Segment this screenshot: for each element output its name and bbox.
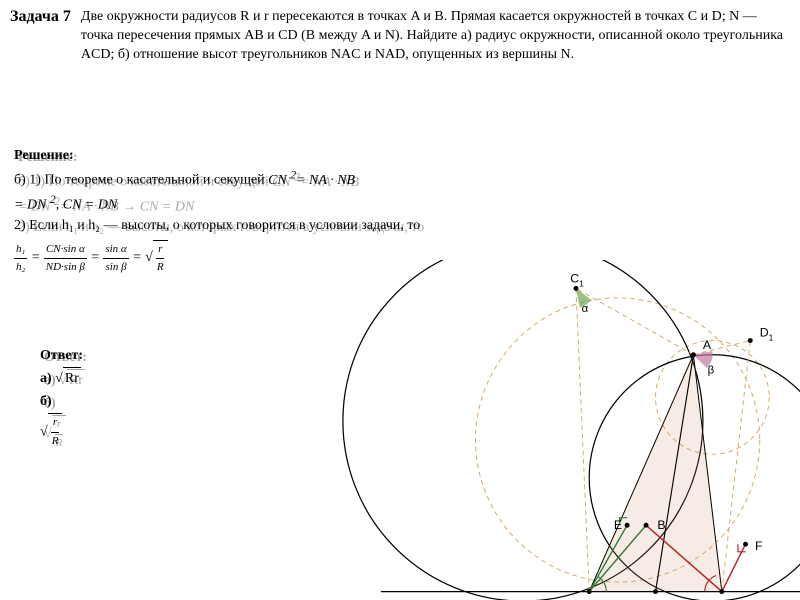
svg-text:B: B <box>657 518 665 532</box>
solution-block: Решение: б) 1) По теореме о касательной … <box>14 145 420 275</box>
solution-line-3: 2) Если h₁ и h₂ — высоты, о которых гово… <box>14 215 420 236</box>
svg-text:C1: C1 <box>570 272 584 289</box>
task-label: Задача 7 <box>10 8 71 65</box>
geometry-figure: αβABCDNEFC1D1 <box>300 260 800 600</box>
solution-heading: Решение: <box>14 148 74 163</box>
svg-text:A: A <box>703 338 712 352</box>
svg-text:D1: D1 <box>760 326 774 343</box>
answer-heading: Ответ: <box>40 345 83 367</box>
problem-statement: Две окружности радиусов R и r пересекают… <box>81 8 790 65</box>
solution-line-1: б) 1) По теореме о касательной и секущей… <box>14 166 420 191</box>
svg-text:α: α <box>582 303 589 315</box>
solution-line-2: = DN 2, CN = DN <box>14 191 420 216</box>
answer-b-value: √rR <box>40 413 83 450</box>
svg-text:β: β <box>708 365 715 377</box>
answer-block: Ответ: а) √Rr б) √rR <box>40 345 83 450</box>
svg-text:E: E <box>614 518 622 532</box>
answer-a: а) √Rr <box>40 367 83 390</box>
svg-text:F: F <box>755 539 763 553</box>
answer-b-label: б) <box>40 391 83 413</box>
